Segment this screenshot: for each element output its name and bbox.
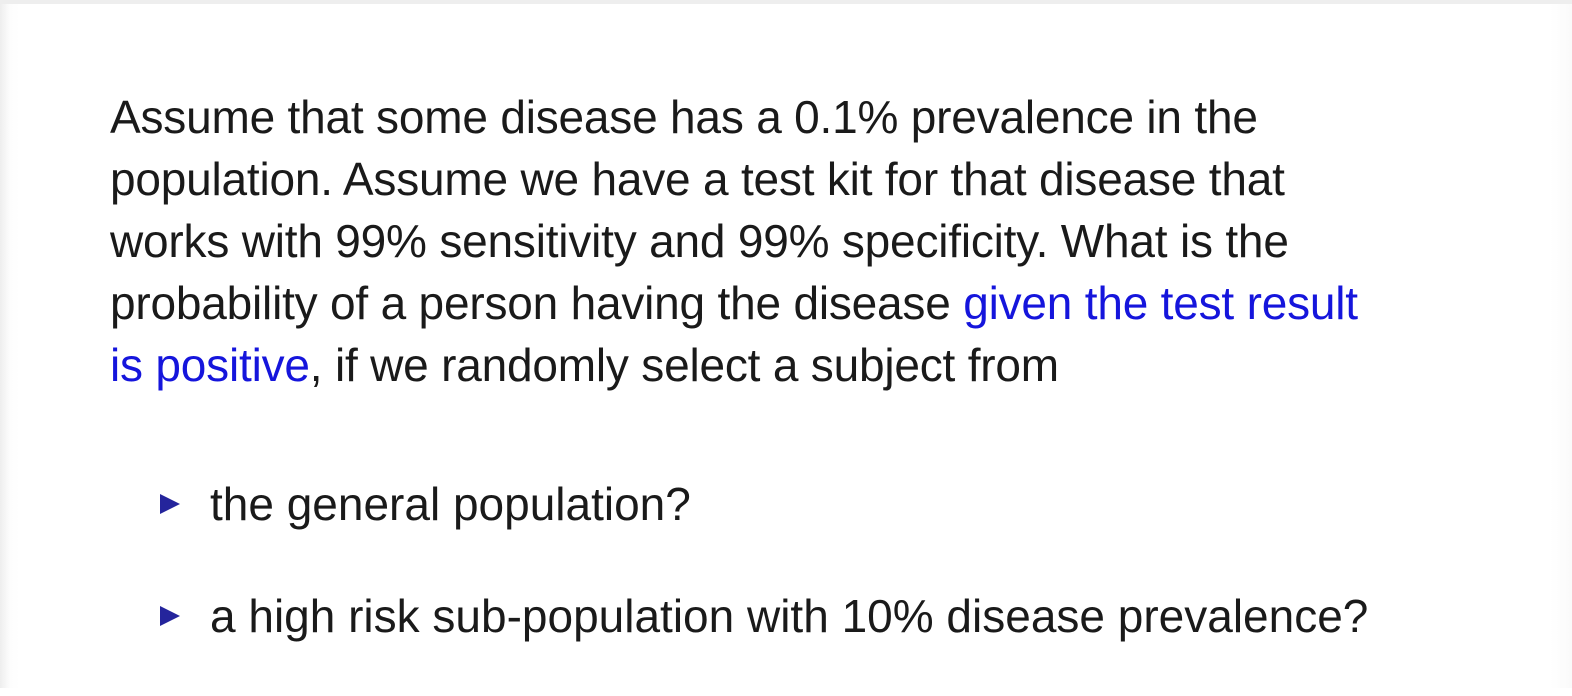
highlighted-condition-part-2: is positive (110, 339, 310, 391)
question-line-5-text: , if we randomly select a subject from (309, 339, 1059, 391)
highlighted-condition-part-1: given the test result (963, 277, 1358, 329)
question-paragraph: Assume that some disease has a 0.1% prev… (110, 86, 1530, 396)
question-line-4: probability of a person having the disea… (110, 272, 1530, 334)
triangle-bullet-icon (160, 494, 180, 514)
question-line-2: population. Assume we have a test kit fo… (110, 153, 1285, 205)
question-line-1: Assume that some disease has a 0.1% prev… (110, 91, 1258, 143)
bullet-text: the general population? (210, 478, 691, 530)
question-line-4-text: probability of a person having the disea… (110, 277, 964, 329)
triangle-bullet-icon (160, 606, 180, 626)
question-line-3: works with 99% sensitivity and 99% speci… (110, 215, 1289, 267)
bullet-text: a high risk sub-population with 10% dise… (210, 590, 1369, 642)
question-line-5: is positive, if we randomly select a sub… (110, 334, 1530, 396)
